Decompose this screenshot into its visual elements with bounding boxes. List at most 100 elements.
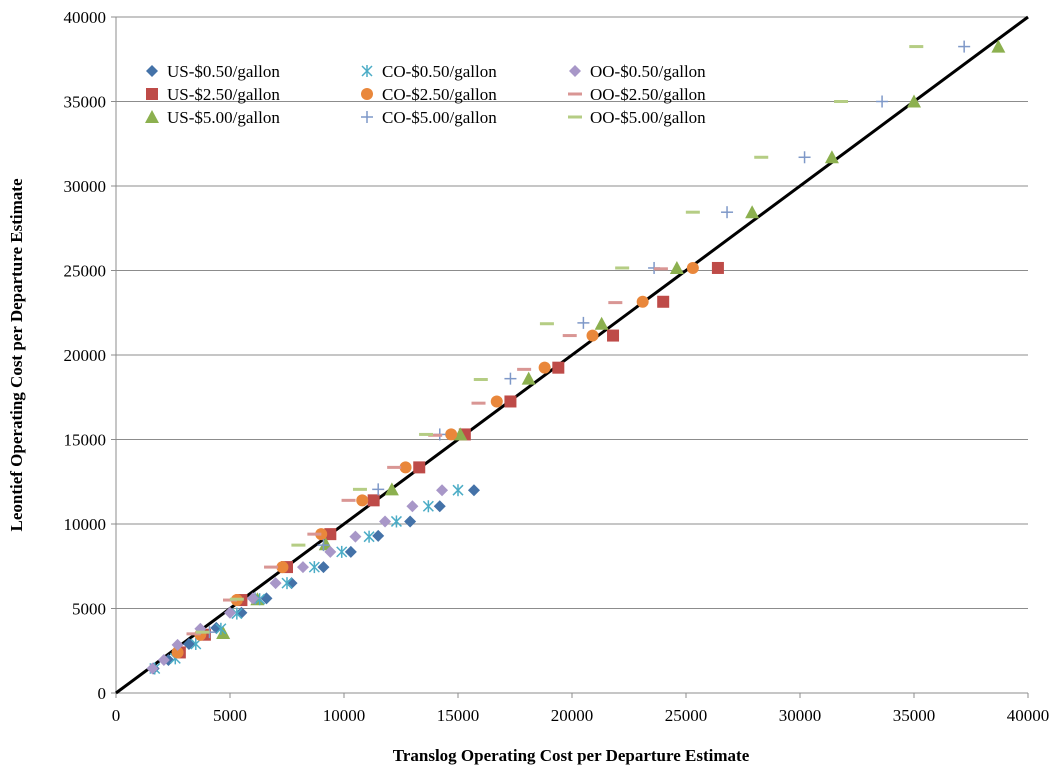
data-point: [363, 530, 375, 543]
data-point: [215, 622, 227, 635]
legend-entry: CO-$5.00/gallon: [361, 108, 497, 127]
data-point: [229, 597, 244, 601]
data-point: [824, 150, 839, 164]
data-point: [521, 371, 536, 385]
data-point: [146, 662, 159, 675]
data-point: [504, 372, 517, 385]
data-point: [798, 151, 811, 164]
data-point: [269, 577, 282, 590]
axes: [111, 16, 1029, 698]
y-axis-title: Leontief Operating Cost per Departure Es…: [7, 178, 26, 531]
data-point: [453, 427, 468, 441]
data-point: [685, 210, 700, 214]
data-point: [406, 500, 419, 513]
data-point: [379, 515, 392, 528]
data-point: [356, 494, 369, 507]
data-point: [190, 637, 202, 650]
legend-entry: OO-$0.50/gallon: [569, 62, 706, 81]
reference-line: [115, 15, 1029, 695]
x-axis-title: Translog Operating Cost per Departure Es…: [393, 746, 750, 765]
legend-entry: OO-$2.50/gallon: [568, 85, 706, 104]
data-point: [586, 329, 599, 342]
data-point: [445, 428, 458, 441]
legend-label: US-$0.50/gallon: [167, 62, 280, 81]
legend-label: US-$2.50/gallon: [167, 85, 280, 104]
data-point: [367, 494, 380, 507]
data-point: [428, 433, 443, 437]
y-tick-label: 5000: [72, 600, 106, 619]
data-point: [471, 401, 486, 405]
y-tick-label: 10000: [64, 515, 107, 534]
data-point: [171, 638, 184, 651]
legend-entry: OO-$5.00/gallon: [568, 108, 706, 127]
data-points: [146, 39, 1006, 675]
data-point: [285, 577, 298, 590]
data-point: [577, 316, 590, 329]
reference-line-45deg: [115, 15, 1029, 695]
legend-marker: [361, 111, 373, 123]
data-point: [907, 94, 921, 108]
y-tick-label: 40000: [64, 8, 107, 27]
legend-label: OO-$0.50/gallon: [590, 62, 706, 81]
legend: US-$0.50/gallon US-$2.50/gallon US-$5.00/g…: [145, 62, 706, 127]
data-point: [657, 295, 670, 308]
data-point: [224, 606, 236, 619]
data-point: [909, 45, 924, 49]
y-tick-label: 30000: [64, 177, 107, 196]
data-point: [317, 561, 330, 574]
data-point: [413, 461, 426, 474]
data-point: [636, 295, 649, 308]
legend-marker: [569, 65, 581, 77]
tick-labels: 0 5000 10000 15000 20000 25000 30000 35000 40000…: [64, 8, 1050, 725]
legend-entry: CO-$0.50/gallon: [361, 62, 497, 81]
x-tick-label: 40000: [1007, 706, 1050, 725]
data-point: [562, 334, 577, 338]
data-point: [336, 545, 348, 558]
data-point: [308, 561, 320, 574]
data-point: [552, 361, 565, 374]
data-point: [291, 543, 306, 547]
legend-label: OO-$5.00/gallon: [590, 108, 706, 127]
data-point: [711, 261, 724, 274]
legend-marker: [146, 88, 158, 100]
data-point: [324, 528, 337, 541]
data-point: [419, 432, 434, 436]
data-point: [264, 565, 279, 569]
y-tick-label: 0: [98, 684, 107, 703]
data-point: [276, 561, 289, 574]
data-point: [317, 539, 330, 552]
y-tick-label: 20000: [64, 346, 107, 365]
series-3: [149, 484, 464, 675]
y-tick-label: 35000: [64, 93, 107, 112]
x-tick-label: 15000: [437, 706, 480, 725]
x-tick-label: 5000: [213, 706, 247, 725]
data-point: [834, 100, 849, 103]
data-point: [504, 395, 517, 408]
data-point: [390, 515, 402, 528]
data-point: [754, 155, 769, 159]
data-point: [991, 39, 1006, 53]
data-point: [452, 484, 464, 497]
data-point: [745, 205, 760, 219]
legend-label: US-$5.00/gallon: [167, 108, 280, 127]
data-point: [352, 487, 367, 491]
series-7: [186, 267, 668, 636]
data-point: [344, 545, 357, 558]
legend-label: OO-$2.50/gallon: [590, 85, 706, 104]
x-tick-label: 25000: [665, 706, 708, 725]
series-2: [216, 39, 1006, 640]
legend-marker: [568, 115, 582, 119]
data-point: [281, 577, 293, 590]
data-point: [216, 626, 231, 640]
data-point: [195, 630, 210, 634]
data-point: [171, 646, 184, 659]
data-point: [467, 484, 480, 497]
data-point: [594, 316, 609, 330]
data-point: [490, 395, 503, 408]
data-point: [958, 40, 971, 53]
data-point: [538, 361, 551, 374]
grid-lines: [116, 16, 1028, 609]
data-point: [157, 654, 170, 667]
y-tick-label: 15000: [64, 431, 107, 450]
